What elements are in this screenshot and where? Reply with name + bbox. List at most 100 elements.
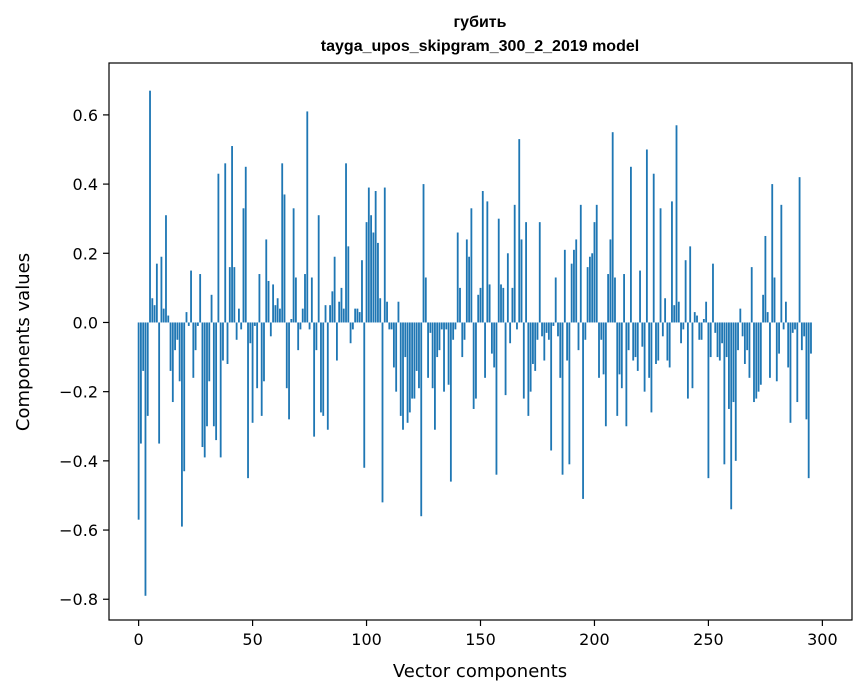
bar-8 — [155, 263, 158, 323]
bar-79 — [317, 215, 320, 323]
y-tick-label-3: −0.2 — [59, 383, 98, 402]
bar-255 — [718, 322, 721, 361]
bar-295 — [810, 322, 812, 354]
bar-2 — [142, 322, 145, 371]
bar-253 — [714, 322, 717, 333]
bar-25 — [194, 322, 197, 351]
bar-72 — [301, 308, 304, 323]
bar-62 — [279, 308, 281, 323]
bar-66 — [288, 322, 290, 420]
bar-98 — [361, 260, 363, 323]
bar-128 — [429, 322, 432, 333]
bar-154 — [488, 284, 491, 323]
bar-45 — [240, 322, 243, 330]
bar-204 — [602, 322, 605, 375]
bar-14 — [169, 322, 172, 371]
bar-78 — [315, 322, 318, 351]
bar-148 — [475, 322, 477, 399]
bar-75 — [308, 322, 311, 330]
bar-263 — [737, 322, 739, 351]
bar-49 — [249, 322, 252, 344]
bar-59 — [272, 284, 275, 323]
bar-132 — [438, 322, 441, 351]
bar-9 — [158, 322, 161, 444]
bar-63 — [281, 163, 284, 323]
bar-118 — [406, 322, 409, 423]
bar-229 — [659, 208, 662, 323]
bar-270 — [753, 322, 755, 403]
y-tick-label-4: 0.0 — [73, 313, 98, 332]
y-tick-label-0: −0.8 — [59, 590, 98, 609]
bar-190 — [570, 263, 573, 323]
bar-17 — [176, 322, 179, 340]
bar-226 — [652, 173, 655, 323]
bar-193 — [577, 322, 580, 351]
bar-19 — [181, 322, 183, 527]
bar-11 — [162, 308, 165, 323]
bar-160 — [502, 287, 505, 323]
bar-166 — [516, 322, 518, 330]
bar-208 — [611, 132, 614, 323]
bar-189 — [568, 322, 571, 465]
bar-236 — [675, 125, 678, 323]
bar-107 — [381, 322, 384, 503]
bar-173 — [532, 322, 534, 364]
bar-194 — [579, 204, 582, 323]
bar-27 — [199, 274, 202, 323]
bar-200 — [593, 222, 596, 323]
x-tick-label-250: 250 — [693, 630, 724, 649]
bar-155 — [490, 322, 493, 354]
bar-3 — [144, 322, 147, 596]
bar-244 — [693, 312, 696, 323]
bar-120 — [411, 322, 414, 399]
bar-40 — [228, 267, 231, 323]
y-tick-label-1: −0.6 — [59, 521, 98, 540]
y-axis-label: Components values — [13, 253, 34, 431]
bar-129 — [431, 322, 434, 389]
bar-238 — [680, 322, 682, 344]
bar-21 — [185, 312, 188, 323]
bar-44 — [238, 308, 240, 323]
bar-257 — [723, 322, 726, 465]
bar-273 — [759, 322, 762, 385]
bar-82 — [324, 305, 327, 323]
bar-177 — [541, 322, 543, 337]
bar-224 — [648, 322, 651, 378]
bar-252 — [712, 263, 714, 323]
bar-85 — [331, 291, 334, 323]
bar-240 — [684, 260, 687, 323]
bar-101 — [367, 187, 370, 323]
bar-92 — [347, 246, 350, 323]
bar-88 — [338, 301, 341, 323]
bar-230 — [661, 322, 664, 337]
bar-221 — [641, 322, 644, 347]
bar-260 — [730, 322, 733, 510]
bar-119 — [408, 322, 411, 413]
bar-147 — [472, 322, 475, 409]
bar-20 — [183, 322, 186, 472]
bar-201 — [595, 204, 598, 323]
bar-109 — [386, 301, 388, 323]
bar-139 — [454, 322, 457, 330]
bar-142 — [461, 322, 464, 358]
bar-197 — [586, 267, 589, 323]
bar-220 — [639, 270, 641, 323]
bar-237 — [677, 301, 680, 323]
bar-269 — [750, 267, 753, 323]
bar-23 — [190, 270, 192, 323]
bar-203 — [600, 322, 603, 340]
bar-281 — [778, 322, 780, 354]
bar-39 — [226, 322, 229, 364]
bar-51 — [253, 322, 256, 326]
bar-38 — [224, 163, 227, 323]
bar-175 — [536, 322, 539, 340]
x-tick-label-0: 0 — [134, 630, 144, 649]
bar-83 — [326, 322, 329, 430]
bar-280 — [775, 322, 778, 382]
x-tick-label-50: 50 — [242, 630, 262, 649]
bar-286 — [789, 322, 792, 423]
bar-287 — [791, 322, 794, 333]
bar-170 — [525, 222, 527, 323]
bar-282 — [780, 204, 783, 323]
bar-182 — [552, 322, 555, 326]
